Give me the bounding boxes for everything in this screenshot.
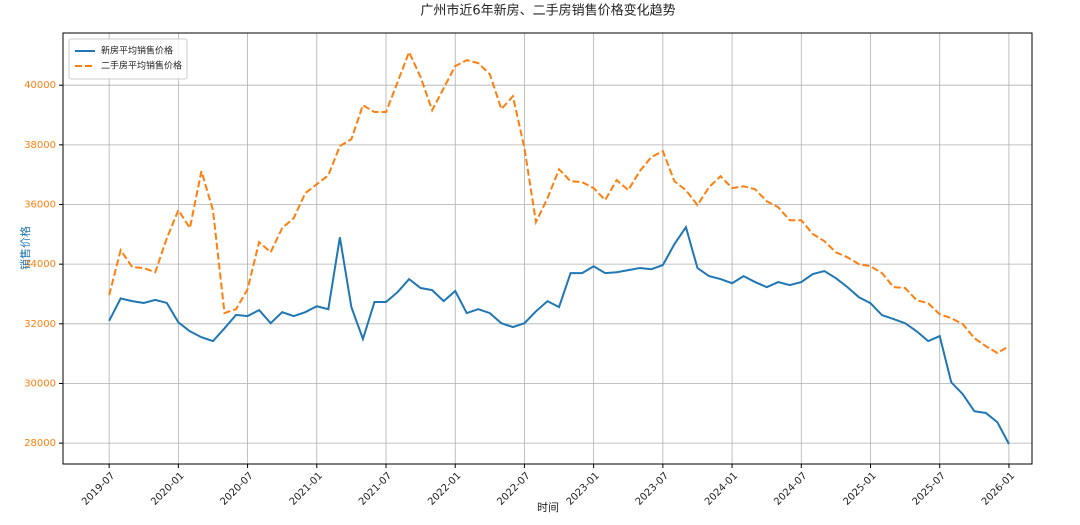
data-line xyxy=(108,49,1010,355)
y-axis-label: 销售价格 xyxy=(18,226,32,270)
y-tick-label: 36000 xyxy=(24,200,56,211)
legend-label: 二手房平均销售价格 xyxy=(101,60,182,72)
plot-frame xyxy=(62,32,1033,465)
legend-box xyxy=(68,38,188,80)
y-tick-label: 40000 xyxy=(24,80,56,91)
y-tick-label: 28000 xyxy=(24,438,56,449)
y-tick-label: 30000 xyxy=(24,378,56,389)
y-tick-label: 38000 xyxy=(24,140,56,151)
y-tick-label: 32000 xyxy=(24,319,56,330)
x-axis-label: 时间 xyxy=(537,501,559,514)
chart-title: 广州市近6年新房、二手房销售价格变化趋势 xyxy=(420,3,675,19)
data-line xyxy=(108,224,1010,445)
y-tick-label: 34000 xyxy=(24,259,56,270)
legend-label: 新房平均销售价格 xyxy=(101,45,173,57)
